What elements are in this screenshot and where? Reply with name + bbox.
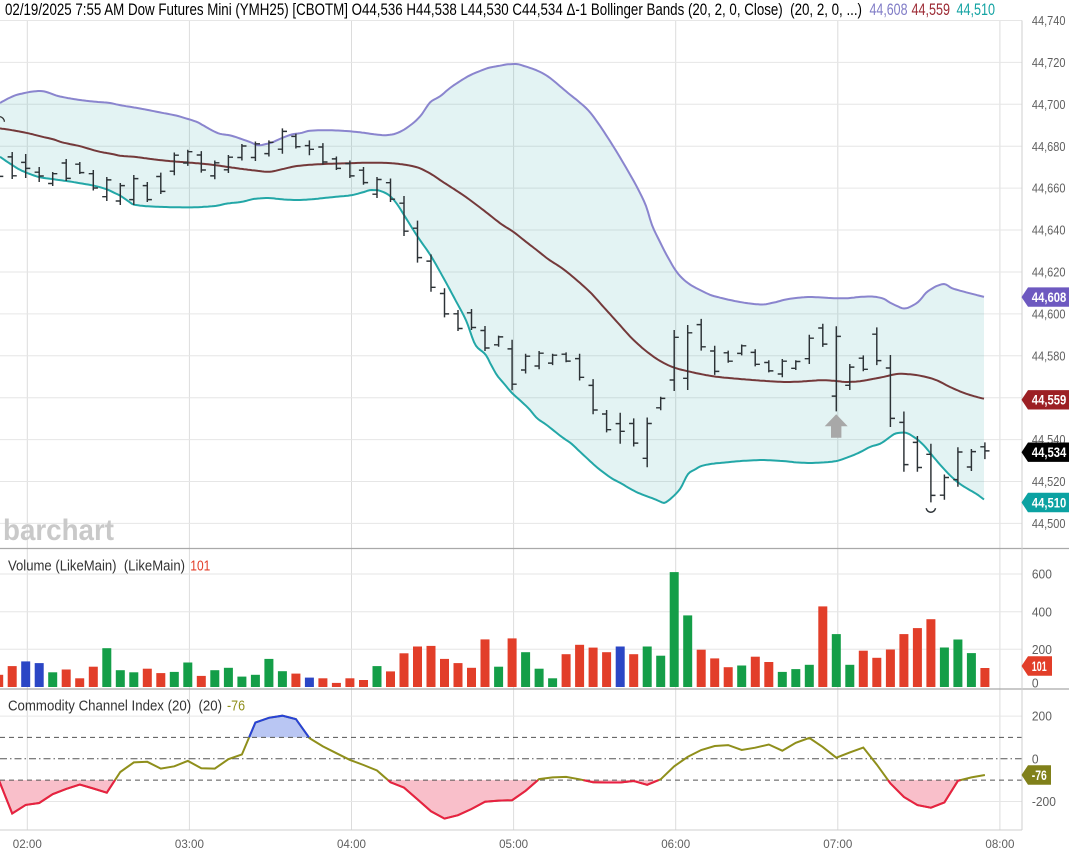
svg-text:Volume (LikeMain) (LikeMain): Volume (LikeMain) (LikeMain) — [8, 558, 185, 575]
svg-text:44,510: 44,510 — [1032, 495, 1067, 510]
svg-text:44,600: 44,600 — [1032, 307, 1066, 322]
svg-text:44,680: 44,680 — [1032, 139, 1066, 154]
svg-text:-200: -200 — [1032, 794, 1056, 809]
svg-text:08:00: 08:00 — [985, 838, 1014, 851]
svg-text:07:00: 07:00 — [823, 838, 852, 851]
svg-text:44,640: 44,640 — [1032, 223, 1066, 238]
svg-text:101: 101 — [190, 558, 210, 575]
svg-text:44,559: 44,559 — [1032, 393, 1067, 408]
svg-text:44,608: 44,608 — [870, 1, 908, 19]
svg-text:101: 101 — [1032, 659, 1047, 674]
svg-text:200: 200 — [1032, 709, 1052, 724]
svg-text:44,740: 44,740 — [1032, 13, 1066, 28]
svg-text:0: 0 — [1032, 676, 1039, 691]
svg-text:02/19/2025 7:55 AM Dow Futures: 02/19/2025 7:55 AM Dow Futures Mini (YMH… — [5, 1, 862, 19]
svg-text:44,620: 44,620 — [1032, 265, 1066, 280]
svg-text:44,559: 44,559 — [912, 1, 951, 19]
svg-text:Commodity Channel Index (20): Commodity Channel Index (20) (20) — [8, 698, 222, 715]
svg-text:44,720: 44,720 — [1032, 55, 1066, 70]
svg-text:-76: -76 — [227, 698, 245, 715]
svg-text:600: 600 — [1032, 567, 1052, 582]
svg-text:02:00: 02:00 — [13, 838, 42, 851]
svg-text:03:00: 03:00 — [175, 838, 204, 851]
svg-text:44,534: 44,534 — [1032, 445, 1067, 460]
svg-text:0: 0 — [1032, 751, 1039, 766]
svg-text:44,520: 44,520 — [1032, 474, 1066, 489]
svg-text:44,700: 44,700 — [1032, 97, 1066, 112]
svg-text:44,608: 44,608 — [1032, 290, 1067, 305]
svg-text:barchart: barchart — [3, 514, 114, 547]
svg-text:04:00: 04:00 — [337, 838, 366, 851]
svg-text:44,510: 44,510 — [957, 1, 996, 19]
svg-text:44,580: 44,580 — [1032, 348, 1066, 363]
svg-text:-76: -76 — [1032, 768, 1047, 783]
svg-text:200: 200 — [1032, 642, 1052, 657]
svg-text:44,660: 44,660 — [1032, 181, 1066, 196]
svg-text:400: 400 — [1032, 604, 1052, 619]
svg-text:44,500: 44,500 — [1032, 516, 1066, 531]
svg-text:05:00: 05:00 — [499, 838, 528, 851]
svg-text:06:00: 06:00 — [661, 838, 690, 851]
